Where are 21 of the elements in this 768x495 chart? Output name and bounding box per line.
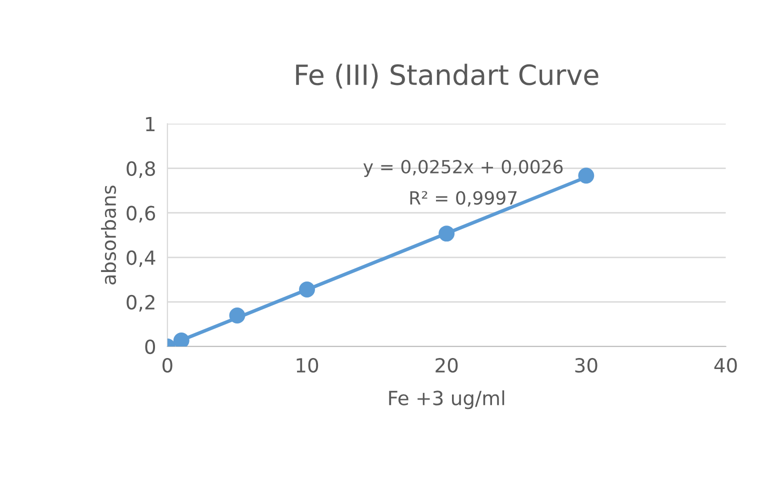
y-tick-label: 0 — [145, 339, 156, 354]
y-axis-title: absorbans — [101, 186, 116, 284]
point — [438, 226, 455, 242]
y-tick-label: 0,8 — [126, 161, 155, 178]
x-tick-label: 10 — [296, 358, 318, 373]
annotation: R² = 0,9997 — [410, 191, 517, 207]
x-axis-title: Fe +3 ug/ml — [389, 390, 504, 410]
x-tick-label: 20 — [436, 358, 458, 373]
chart-title: Fe (III) Standart Curve — [296, 64, 598, 89]
y-tick-label: 1 — [146, 116, 155, 132]
point — [578, 168, 594, 184]
y-tick-label: 0,2 — [126, 294, 154, 312]
x-tick-label: 30 — [575, 358, 598, 373]
y-tick-label: 0,4 — [126, 250, 156, 268]
point — [173, 332, 190, 346]
x-tick-label: 40 — [714, 358, 737, 373]
x-tick-label: 0 — [162, 358, 172, 373]
annotation: y = 0,0252x + 0,0026 — [363, 160, 563, 178]
y-tick-label: 0,6 — [126, 206, 156, 222]
point — [299, 282, 315, 298]
point — [229, 308, 246, 324]
